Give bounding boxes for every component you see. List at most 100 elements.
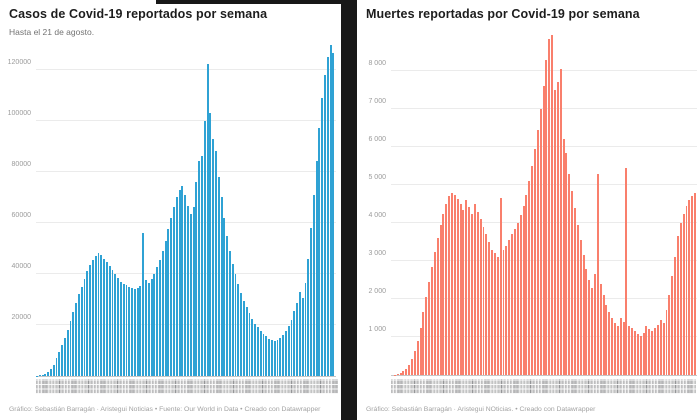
bar [473, 204, 476, 375]
bar [568, 173, 571, 375]
cases-x-axis-labels-band [36, 379, 338, 394]
bar [195, 181, 198, 376]
cases-chart-subtitle: Hasta el 21 de agosto. [9, 27, 95, 37]
bar [52, 364, 55, 376]
bar [522, 205, 525, 375]
panel-divider [341, 0, 357, 420]
bar [482, 226, 485, 375]
bar [645, 326, 648, 375]
bar [408, 365, 411, 375]
bar [69, 321, 72, 376]
gridline [36, 170, 336, 172]
bar [611, 318, 614, 375]
bar [691, 196, 694, 375]
bar [63, 337, 66, 376]
bar [198, 161, 201, 376]
bar [259, 331, 262, 376]
bar [399, 373, 402, 375]
bar [240, 293, 243, 376]
bar [58, 351, 61, 376]
bar [310, 227, 312, 376]
y-axis-tick-label: 2 000 [368, 288, 386, 296]
bar [608, 312, 611, 375]
bar [147, 282, 150, 376]
bar [167, 229, 170, 376]
bar [161, 250, 164, 376]
bar [170, 217, 173, 376]
bar [326, 56, 329, 376]
y-axis-tick-label: 6 000 [368, 136, 386, 144]
bar [44, 373, 47, 376]
bar [254, 323, 257, 376]
bar [668, 295, 671, 375]
bar [94, 255, 97, 376]
bar [582, 255, 585, 375]
bar [103, 258, 106, 376]
bar [605, 304, 608, 375]
bar [656, 324, 659, 375]
bar [491, 249, 494, 375]
bar [413, 351, 416, 375]
bar [594, 274, 596, 375]
bar [505, 245, 508, 375]
bar [304, 282, 307, 376]
bar [682, 213, 685, 375]
bar [215, 151, 217, 376]
bar [571, 190, 574, 375]
deaths-x-axis-labels-band [391, 379, 696, 394]
bar [270, 340, 273, 376]
bar [111, 270, 114, 376]
bar [642, 333, 645, 375]
bar [631, 327, 634, 375]
bar [125, 285, 128, 376]
bar [212, 138, 215, 376]
bar [471, 213, 474, 375]
deaths-chart-footer: Gráfico: Sebastián Barragán · Aristegui … [366, 406, 596, 413]
bar [178, 189, 181, 376]
bar [122, 284, 125, 376]
bar [456, 199, 459, 375]
bar [164, 240, 167, 376]
bar [187, 206, 189, 376]
bar [525, 194, 528, 375]
bar [220, 197, 223, 376]
bar [203, 120, 206, 376]
bar [428, 281, 431, 375]
bar [545, 59, 548, 375]
bar [315, 161, 318, 376]
bar [329, 45, 332, 376]
bar [223, 217, 226, 376]
bar [61, 345, 64, 376]
bar [462, 209, 465, 375]
bar [245, 307, 248, 376]
bar [442, 213, 445, 375]
bar [548, 38, 551, 375]
x-axis-baseline [391, 375, 697, 376]
y-axis-tick-label: 7 000 [368, 98, 386, 106]
bar [588, 280, 591, 375]
bar [72, 312, 75, 376]
bar [508, 240, 511, 375]
bar [445, 204, 448, 375]
bar [574, 207, 576, 375]
bar [585, 268, 588, 375]
bar [80, 286, 83, 376]
bar [619, 318, 622, 375]
bar [553, 90, 556, 375]
bar [662, 322, 665, 375]
bar [231, 263, 234, 376]
bar [513, 228, 516, 375]
bar [511, 234, 514, 375]
bar [665, 310, 668, 375]
bar [108, 266, 111, 376]
bar [150, 278, 153, 376]
bar [321, 97, 324, 376]
y-axis-tick-label: 1 000 [368, 326, 386, 334]
bar [262, 333, 265, 376]
bar [307, 258, 310, 376]
bar [468, 207, 471, 375]
bar [496, 257, 499, 375]
bar [634, 331, 637, 375]
bar [83, 278, 86, 376]
